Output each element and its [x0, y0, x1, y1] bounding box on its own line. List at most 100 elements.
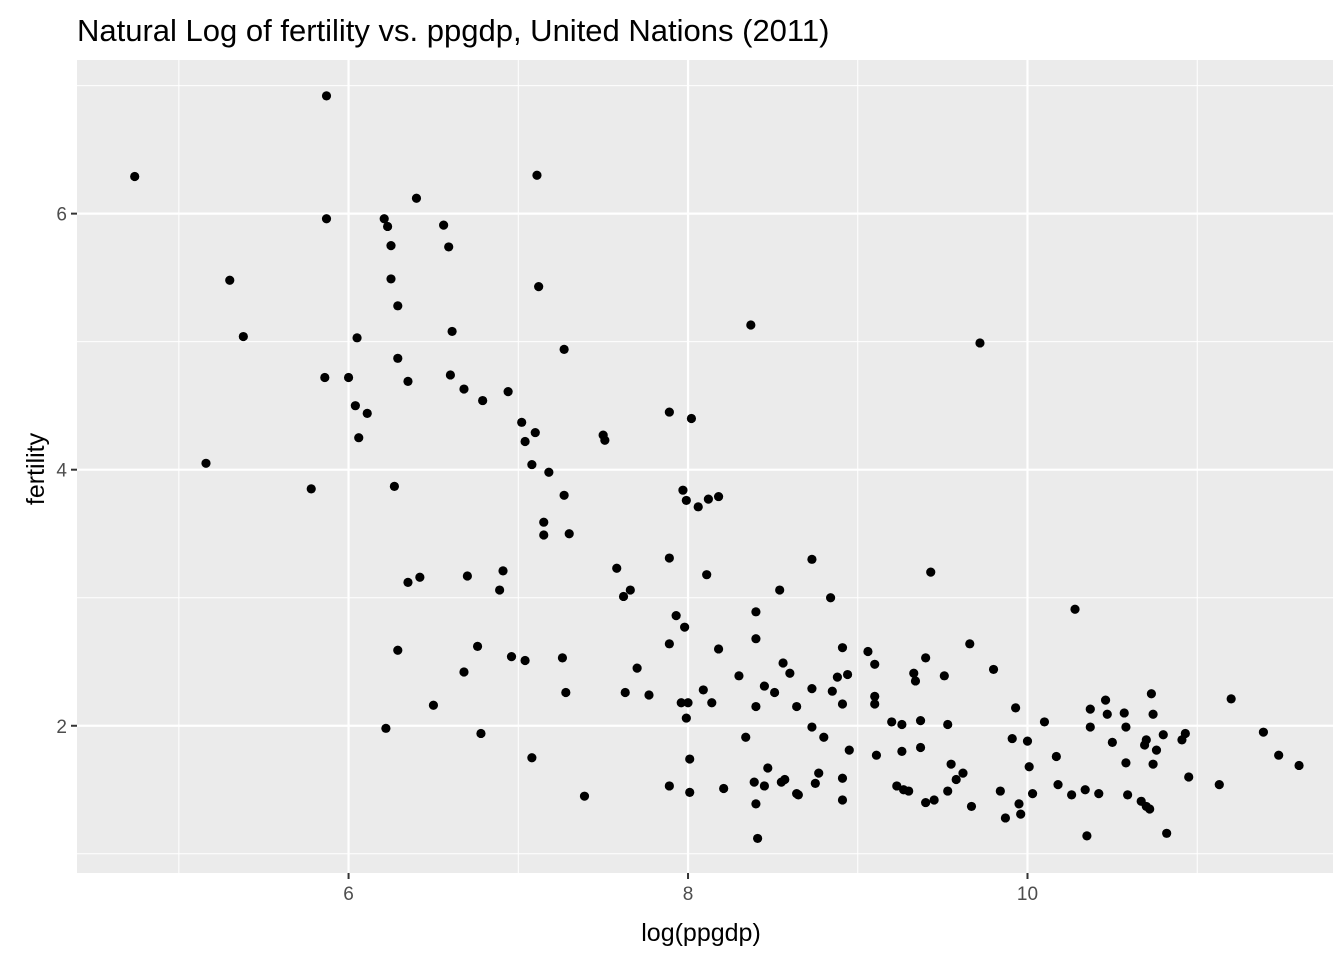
data-point: [544, 467, 554, 477]
data-point: [664, 781, 674, 791]
data-point: [612, 563, 622, 573]
data-point: [966, 801, 977, 812]
data-point: [686, 413, 697, 424]
data-point: [746, 320, 756, 330]
data-point: [807, 554, 817, 564]
data-point: [1123, 790, 1133, 800]
data-point: [897, 719, 907, 730]
data-point: [753, 833, 763, 844]
data-point: [951, 774, 961, 785]
data-point: [561, 687, 571, 698]
data-point: [1080, 785, 1090, 795]
data-point: [320, 372, 330, 383]
data-point: [411, 193, 422, 203]
data-point: [503, 387, 513, 397]
data-point: [354, 433, 364, 443]
data-point: [915, 716, 926, 726]
data-point: [459, 384, 469, 394]
data-point: [826, 593, 836, 603]
data-point: [517, 417, 527, 427]
data-point: [939, 671, 949, 681]
data-point: [386, 241, 396, 251]
plot-panel: [77, 60, 1333, 873]
data-point: [1022, 736, 1033, 746]
data-point: [751, 607, 761, 617]
data-point: [343, 372, 354, 383]
x-tick-label: 6: [343, 884, 354, 905]
data-point: [383, 221, 393, 232]
data-point: [975, 338, 985, 348]
data-point: [1145, 804, 1155, 814]
data-point: [1067, 790, 1077, 800]
y-tick-label: 4: [56, 461, 67, 482]
data-point: [870, 691, 880, 701]
data-point: [520, 655, 530, 666]
data-point: [600, 435, 610, 445]
data-point: [683, 698, 693, 708]
data-point: [225, 275, 235, 285]
data-point: [819, 732, 829, 742]
data-point: [778, 658, 788, 668]
data-point: [130, 171, 140, 182]
data-point: [539, 530, 549, 540]
data-point: [870, 659, 880, 669]
data-point: [1180, 728, 1190, 739]
data-point: [1146, 689, 1156, 699]
data-points: [130, 91, 1304, 844]
data-point: [557, 653, 568, 663]
data-point: [832, 672, 842, 682]
data-point: [1016, 809, 1026, 819]
data-point: [921, 797, 931, 808]
data-point: [958, 768, 968, 778]
data-point: [759, 681, 770, 691]
data-point: [713, 644, 724, 654]
data-point: [1014, 799, 1024, 809]
data-point: [459, 667, 469, 677]
data-point: [759, 781, 770, 791]
data-point: [1011, 703, 1021, 713]
data-point: [439, 220, 449, 230]
x-axis-title: log(ppgdp): [641, 919, 761, 947]
data-point: [946, 759, 956, 769]
data-point: [1024, 762, 1034, 772]
data-point: [447, 326, 457, 337]
data-point: [698, 685, 708, 695]
data-point: [810, 778, 820, 788]
data-point: [1121, 722, 1131, 732]
data-point: [559, 490, 569, 500]
data-point: [393, 645, 403, 655]
data-point: [926, 567, 936, 577]
data-point: [664, 407, 674, 417]
data-point: [534, 282, 544, 292]
y-axis-title: fertility: [22, 432, 50, 505]
data-point: [837, 643, 848, 653]
data-point: [386, 274, 396, 284]
data-point: [306, 484, 316, 494]
data-point: [681, 713, 691, 723]
data-point: [389, 481, 399, 491]
y-tick-label: 2: [56, 717, 67, 738]
data-point: [527, 459, 537, 470]
data-point: [785, 668, 795, 678]
data-point: [1162, 828, 1172, 838]
data-point: [995, 786, 1005, 796]
data-point: [915, 742, 926, 753]
data-point: [379, 214, 389, 224]
data-point: [1158, 730, 1168, 740]
data-point: [321, 91, 332, 101]
data-point: [1258, 727, 1269, 737]
data-point: [1107, 737, 1117, 748]
data-point: [844, 745, 854, 755]
data-point: [632, 663, 642, 673]
data-point: [713, 491, 724, 502]
data-point: [1148, 709, 1158, 719]
data-point: [476, 728, 486, 739]
data-point: [943, 786, 953, 796]
y-tick-label: 6: [56, 205, 67, 226]
data-point: [1102, 709, 1112, 719]
data-point: [664, 639, 674, 649]
data-point: [837, 773, 848, 783]
data-point: [897, 746, 907, 756]
data-point: [381, 723, 391, 733]
